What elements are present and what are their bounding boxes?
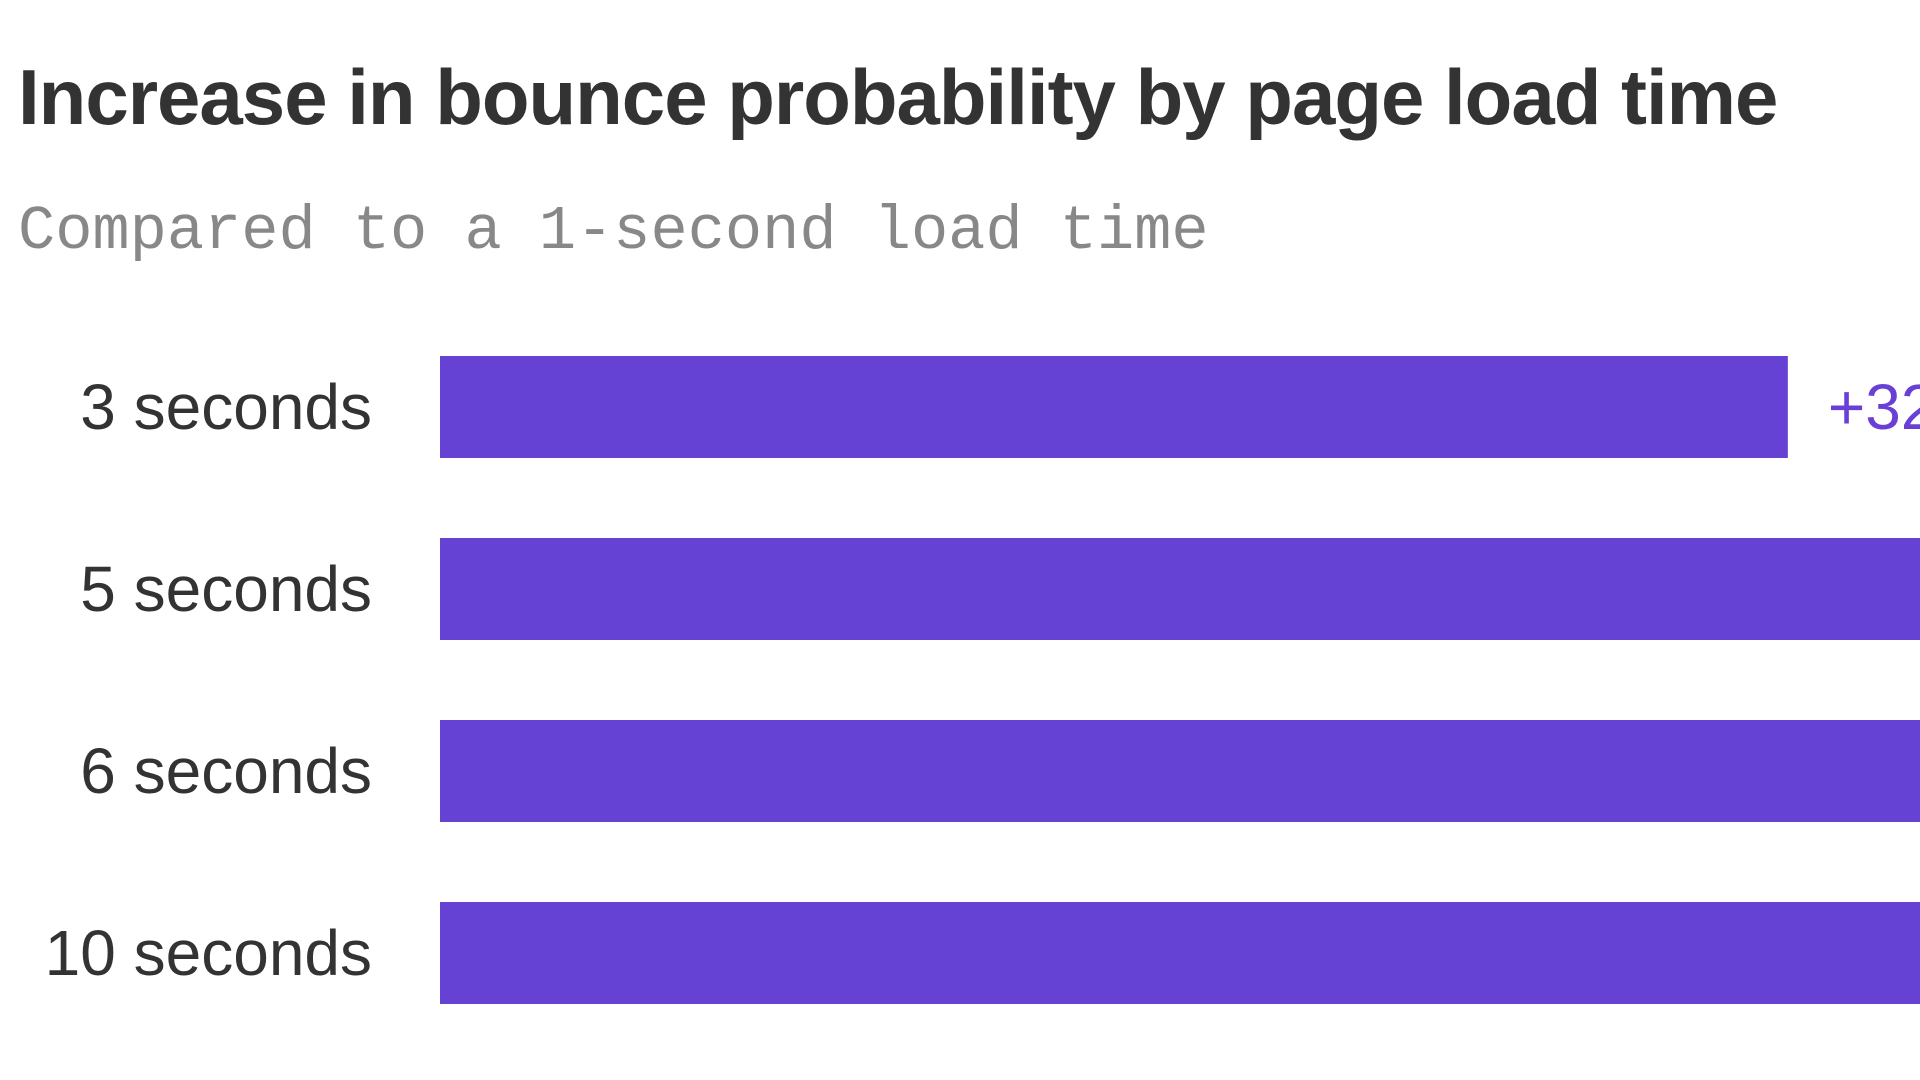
category-label: 6 seconds xyxy=(80,735,372,807)
category-label: 10 seconds xyxy=(45,917,372,989)
value-label: +32% xyxy=(1828,371,1920,443)
chart-subtitle: Compared to a 1-second load time xyxy=(18,196,1209,267)
chart-title: Increase in bounce probability by page l… xyxy=(18,53,1778,141)
bar-5-seconds xyxy=(440,538,1920,640)
bar-3-seconds xyxy=(440,356,1788,458)
category-label: 3 seconds xyxy=(80,371,372,443)
category-label: 5 seconds xyxy=(80,553,372,625)
bar-6-seconds xyxy=(440,720,1920,822)
bar-10-seconds xyxy=(440,902,1920,1004)
